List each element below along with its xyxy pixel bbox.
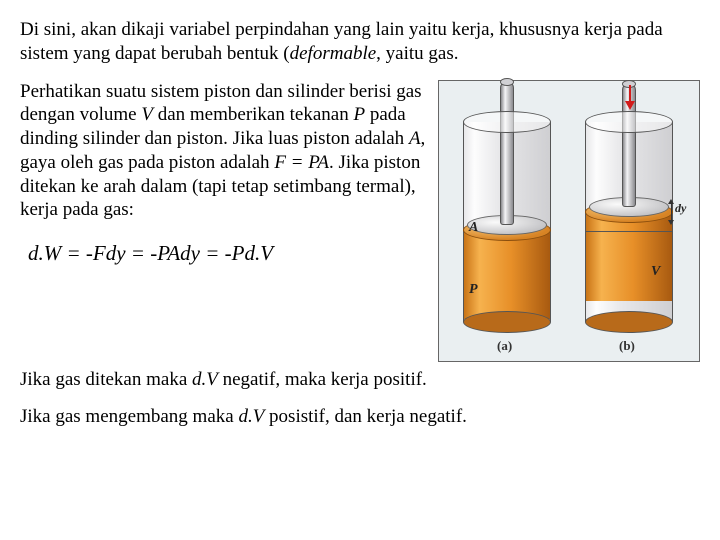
c1a: Jika gas ditekan maka (20, 369, 192, 390)
force-arrow-icon (625, 85, 635, 111)
c1b: negatif, maka kerja positif. (218, 369, 427, 390)
sym-P: P (353, 104, 365, 125)
sym-FPA: F = PA (274, 152, 329, 173)
piston-figure: A P V dy (a) (b) (438, 80, 700, 362)
conclusion-1: Jika gas ditekan maka d.V negatif, maka … (20, 368, 700, 392)
sym-A: A (409, 128, 421, 149)
label-V: V (651, 263, 660, 281)
c2-dv: d.V (238, 406, 264, 427)
body-paragraph: Perhatikan suatu sistem piston dan silin… (20, 80, 432, 223)
sublabel-b: (b) (619, 338, 635, 354)
c2a: Jika gas mengembang maka (20, 406, 238, 427)
dy-arrow-icon (671, 203, 672, 221)
body-t2: dan memberikan tekanan (153, 104, 353, 125)
label-A: A (469, 219, 478, 237)
intro-em: deformable (290, 43, 377, 64)
label-P: P (469, 281, 478, 299)
sublabel-a: (a) (497, 338, 512, 354)
c1-dv: d.V (192, 369, 218, 390)
equation: d.W = -Fdy = -PAdy = -Pd.V (28, 240, 432, 266)
intro-tail: , yaitu gas. (376, 43, 458, 64)
conclusion-2: Jika gas mengembang maka d.V posistif, d… (20, 405, 700, 429)
label-dy: dy (675, 201, 686, 216)
sym-V: V (141, 104, 153, 125)
c2b: posistif, dan kerja negatif. (264, 406, 467, 427)
intro-paragraph: Di sini, akan dikaji variabel perpindaha… (20, 18, 700, 66)
